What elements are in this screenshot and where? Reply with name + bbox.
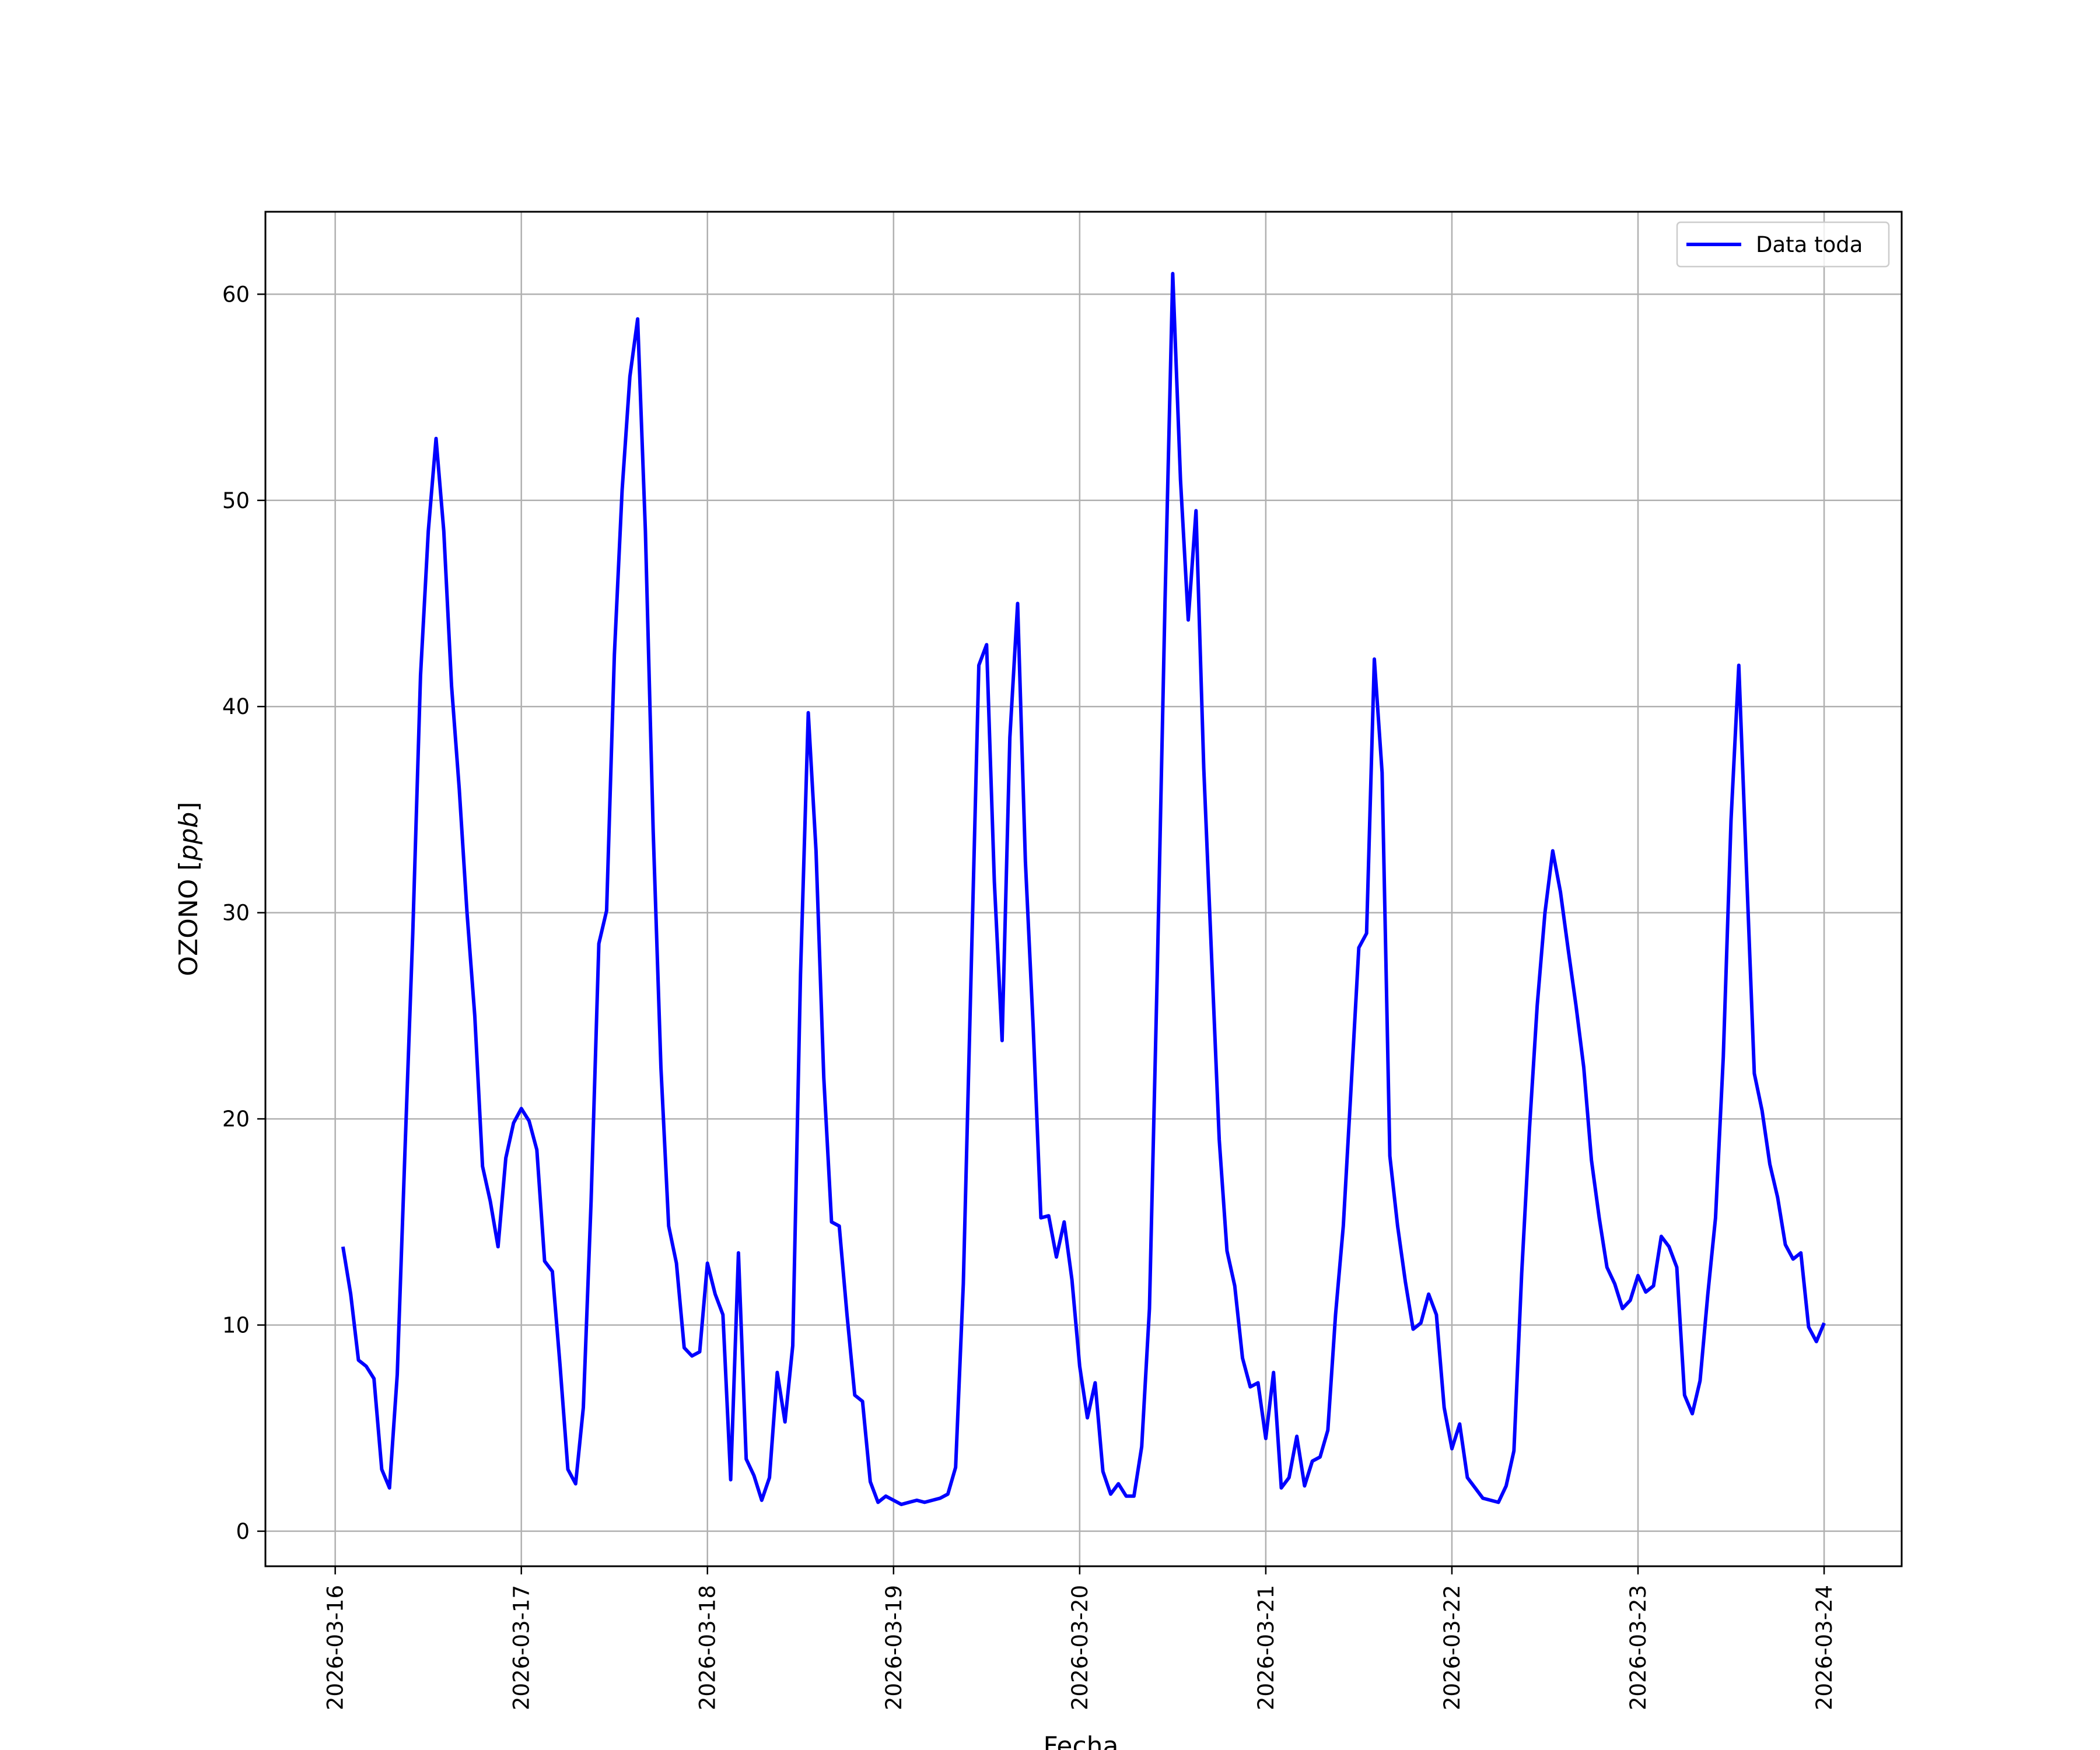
x-tick-label: 2026-03-23 <box>1626 1585 1651 1710</box>
x-tick-label: 2026-03-17 <box>509 1585 534 1710</box>
x-axis-ticks: 2026-03-16 2026-03-17 2026-03-18 2026-03-19… <box>323 1566 1837 1710</box>
x-tick-label: 2026-03-24 <box>1812 1585 1837 1710</box>
y-tick-label: 30 <box>222 901 250 926</box>
y-axis-ticks: 0 10 20 30 40 50 60 <box>222 282 265 1544</box>
y-axis-title-unit: ppb <box>174 812 204 862</box>
y-axis-title-close: ] <box>174 802 204 811</box>
legend-box <box>1676 221 1890 268</box>
legend: Data toda <box>1676 221 1890 268</box>
legend-label-data-toda: Data toda <box>1756 232 1863 257</box>
x-axis-title: Fecha <box>1043 1731 1118 1750</box>
x-tick-label: 2026-03-21 <box>1254 1585 1279 1710</box>
y-tick-label: 0 <box>236 1519 250 1544</box>
y-tick-label: 40 <box>222 694 250 719</box>
series-line-data-toda <box>341 272 1826 1506</box>
plot-frame <box>264 211 1903 1567</box>
y-tick-label: 60 <box>222 282 250 307</box>
grid-lines <box>265 212 1902 1566</box>
y-tick-label: 20 <box>222 1107 250 1132</box>
x-tick-label: 2026-03-19 <box>881 1585 907 1710</box>
y-tick-label: 10 <box>222 1312 250 1338</box>
x-tick-label: 2026-03-22 <box>1440 1585 1465 1710</box>
series-layer <box>341 272 1826 1506</box>
y-axis-title-quantity: OZONO [ <box>174 860 204 976</box>
x-tick-label: 2026-03-20 <box>1068 1585 1093 1710</box>
x-tick-label: 2026-03-16 <box>323 1585 348 1710</box>
y-axis-title: OZONO [ppb] <box>174 802 204 976</box>
y-tick-label: 50 <box>222 488 250 513</box>
x-tick-label: 2026-03-18 <box>695 1585 720 1710</box>
